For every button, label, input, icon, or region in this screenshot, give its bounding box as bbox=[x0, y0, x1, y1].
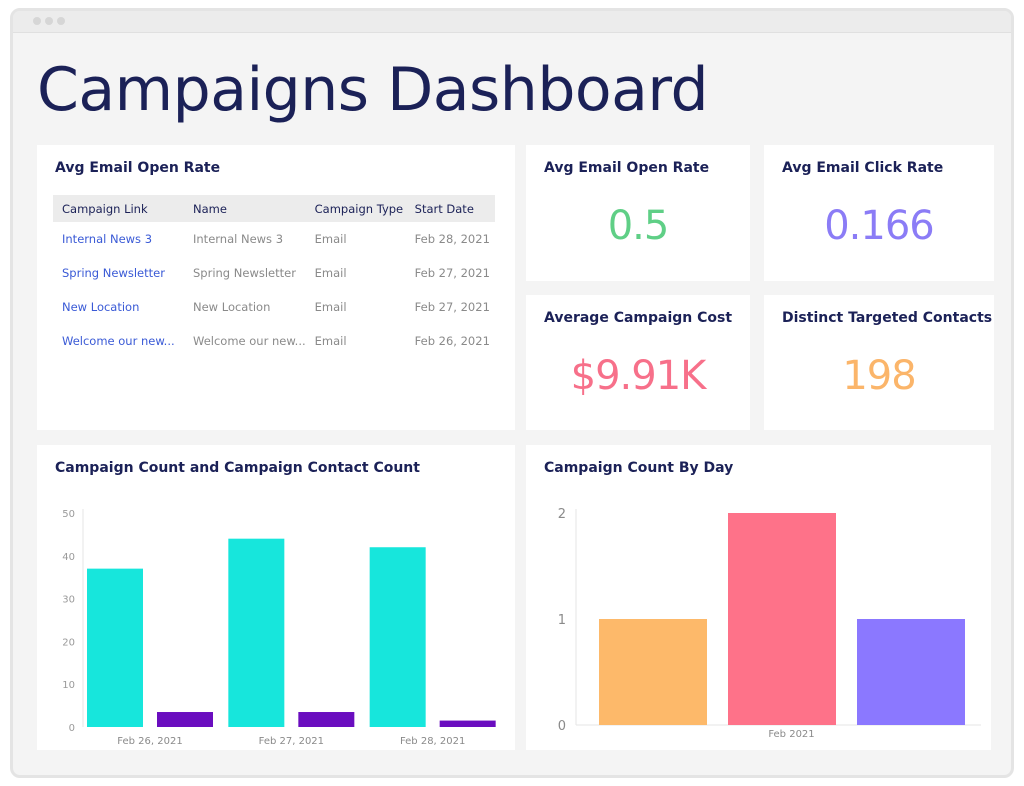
bar bbox=[728, 513, 836, 725]
column-header[interactable]: Start Date bbox=[414, 201, 474, 216]
x-tick-label: Feb 27, 2021 bbox=[259, 736, 324, 747]
kpi-value: $9.91K bbox=[570, 353, 707, 399]
table-row: Spring Newsletter Spring Newsletter Emai… bbox=[53, 256, 495, 290]
y-tick-label: 30 bbox=[62, 595, 75, 606]
campaign-link[interactable]: Internal News 3 bbox=[62, 232, 153, 246]
bar bbox=[439, 720, 496, 727]
y-tick-label: 50 bbox=[62, 509, 75, 520]
browser-window: Campaigns Dashboard Avg Email Open Rate … bbox=[10, 8, 1014, 778]
bar bbox=[599, 619, 707, 725]
campaign-name: New Location bbox=[193, 300, 271, 314]
kpi-title: Avg Email Click Rate bbox=[782, 160, 944, 176]
bar bbox=[157, 712, 213, 727]
column-header[interactable]: Campaign Type bbox=[314, 201, 404, 216]
y-tick-label: 0 bbox=[558, 719, 566, 734]
kpi-title: Average Campaign Cost bbox=[544, 310, 733, 326]
campaign-name: Spring Newsletter bbox=[193, 266, 296, 280]
y-tick-label: 2 bbox=[558, 507, 566, 522]
table-row: New Location New Location Email Feb 27, … bbox=[53, 290, 495, 324]
x-tick-label: Feb 2021 bbox=[768, 729, 814, 740]
column-header[interactable]: Name bbox=[193, 201, 227, 216]
kpi-card-click-rate: Avg Email Click Rate 0.166 bbox=[764, 145, 994, 281]
campaign-table-card: Avg Email Open Rate Campaign Link Name C… bbox=[37, 145, 515, 430]
bar bbox=[857, 619, 965, 725]
kpi-value: 0.166 bbox=[824, 203, 935, 249]
campaign-contact-chart: 0 10 20 30 40 50 Feb 26, 2021 Feb 27, 2021 Feb 2… bbox=[62, 509, 496, 747]
x-tick-label: Feb 28, 2021 bbox=[400, 736, 465, 747]
bar bbox=[369, 547, 426, 727]
campaign-type: Email bbox=[314, 300, 347, 314]
table-header-row: Campaign Link Name Campaign Type Start D… bbox=[53, 195, 495, 222]
y-tick-label: 1 bbox=[558, 613, 566, 628]
column-header[interactable]: Campaign Link bbox=[62, 201, 148, 216]
campaign-name: Internal News 3 bbox=[193, 232, 284, 246]
start-date: Feb 26, 2021 bbox=[414, 334, 490, 348]
bar bbox=[87, 568, 143, 727]
campaign-by-day-chart-card: Campaign Count By Day 0 1 2 Feb 2021 bbox=[526, 445, 991, 750]
campaign-type: Email bbox=[314, 266, 347, 280]
kpi-value: 198 bbox=[842, 353, 916, 399]
chart-title: Campaign Count and Campaign Contact Coun… bbox=[55, 460, 420, 476]
campaign-link[interactable]: New Location bbox=[62, 300, 140, 314]
campaign-contact-chart-card: Campaign Count and Campaign Contact Coun… bbox=[37, 445, 515, 750]
window-dot-icon bbox=[57, 17, 65, 25]
kpi-title: Avg Email Open Rate bbox=[544, 160, 710, 176]
campaign-link[interactable]: Spring Newsletter bbox=[62, 266, 165, 280]
table-row: Internal News 3 Internal News 3 Email Fe… bbox=[53, 222, 495, 256]
x-tick-label: Feb 26, 2021 bbox=[117, 736, 182, 747]
card-title: Avg Email Open Rate bbox=[55, 160, 221, 176]
bar bbox=[298, 712, 355, 727]
kpi-value: 0.5 bbox=[607, 203, 670, 249]
kpi-title: Distinct Targeted Contacts bbox=[782, 310, 993, 326]
start-date: Feb 27, 2021 bbox=[414, 300, 490, 314]
campaign-link[interactable]: Welcome our new... bbox=[62, 334, 175, 348]
kpi-card-open-rate: Avg Email Open Rate 0.5 bbox=[526, 145, 750, 281]
y-tick-label: 40 bbox=[62, 552, 75, 563]
y-tick-label: 10 bbox=[62, 680, 75, 691]
bar bbox=[228, 538, 285, 727]
window-dot-icon bbox=[33, 17, 41, 25]
y-tick-label: 20 bbox=[62, 637, 75, 648]
campaign-table: Campaign Link Name Campaign Type Start D… bbox=[53, 195, 495, 358]
kpi-card-campaign-cost: Average Campaign Cost $9.91K bbox=[526, 295, 750, 430]
y-tick-label: 0 bbox=[69, 723, 75, 734]
campaign-name: Welcome our new... bbox=[193, 334, 306, 348]
page-title: Campaigns Dashboard bbox=[37, 55, 709, 125]
window-titlebar bbox=[13, 11, 1011, 33]
window-dot-icon bbox=[45, 17, 53, 25]
kpi-card-targeted-contacts: Distinct Targeted Contacts 198 bbox=[764, 295, 994, 430]
start-date: Feb 28, 2021 bbox=[414, 232, 490, 246]
table-row: Welcome our new... Welcome our new... Em… bbox=[53, 324, 495, 358]
campaign-type: Email bbox=[314, 232, 347, 246]
chart-title: Campaign Count By Day bbox=[544, 460, 734, 476]
campaign-type: Email bbox=[314, 334, 347, 348]
start-date: Feb 27, 2021 bbox=[414, 266, 490, 280]
campaign-by-day-chart: 0 1 2 Feb 2021 bbox=[558, 507, 981, 740]
